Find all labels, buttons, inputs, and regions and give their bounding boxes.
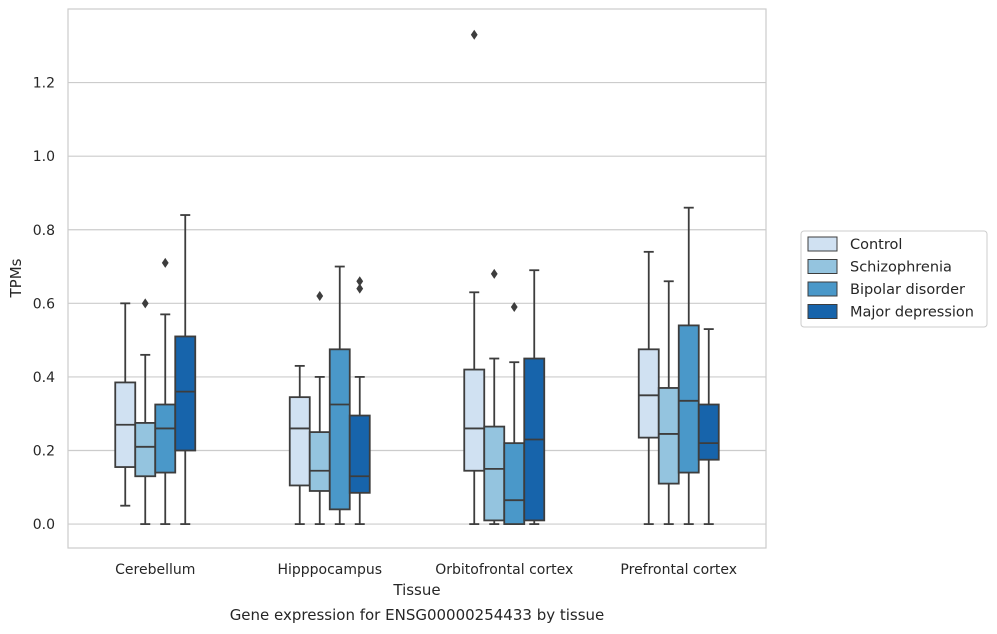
box-iqr <box>154 403 177 474</box>
box-iqr <box>697 403 720 461</box>
outlier-point <box>316 290 324 301</box>
y-tick-label: 0.6 <box>33 296 55 312</box>
box-control <box>463 29 486 525</box>
box-iqr <box>134 422 157 478</box>
outlier-point <box>490 268 498 279</box>
y-tick-label: 1.0 <box>33 149 55 165</box>
box-bipolar-disorder <box>677 206 700 525</box>
box-major-depression <box>523 269 546 525</box>
box-iqr <box>348 414 371 494</box>
x-tick-labels: Cerebellum Hipppocampus Orbitofrontal cort… <box>115 562 737 578</box>
legend-label: Bipolar disorder <box>850 282 965 298</box>
box-bipolar-disorder <box>503 302 526 525</box>
box-plots <box>114 29 720 525</box>
box-iqr <box>483 425 506 522</box>
legend: Control Schizophrenia Bipolar disorder Majo… <box>800 230 988 328</box>
box-major-depression <box>348 276 371 525</box>
legend-swatch <box>807 236 838 252</box>
y-tick-label: 0.2 <box>33 444 55 460</box>
box-control <box>288 364 311 525</box>
box-control <box>637 250 660 525</box>
legend-swatch <box>807 259 838 274</box>
box-iqr <box>677 324 700 474</box>
legend-swatch <box>807 281 838 297</box>
plot-frame <box>67 8 767 549</box>
box-schizophrenia <box>657 280 680 525</box>
box-iqr <box>174 335 197 452</box>
x-tick-label: Hipppocampus <box>277 562 382 578</box>
box-iqr <box>308 431 331 492</box>
x-tick-label: Orbitofrontal cortex <box>435 562 573 578</box>
x-axis-label: Tissue <box>392 581 440 599</box>
box-schizophrenia <box>308 290 331 525</box>
box-iqr <box>637 348 660 439</box>
y-tick-label: 0.0 <box>33 517 55 533</box>
y-tick-label: 1.2 <box>33 76 55 92</box>
y-tick-label: 0.8 <box>33 223 55 239</box>
y-tick-label: 0.4 <box>33 370 55 386</box>
legend-label: Major depression <box>850 305 974 321</box>
figure-caption: Gene expression for ENSG00000254433 by t… <box>229 606 605 624</box>
legend-frame <box>800 230 988 328</box>
box-iqr <box>463 368 486 472</box>
outlier-point <box>161 257 169 268</box>
outlier-point <box>356 276 364 287</box>
box-major-depression <box>697 328 720 525</box>
x-tick-label: Prefrontal cortex <box>620 562 737 578</box>
outlier-point <box>510 302 518 313</box>
y-tick-labels: 0.0 0.2 0.4 0.6 0.8 1.0 1.2 <box>33 76 55 534</box>
box-bipolar-disorder <box>328 265 351 525</box>
box-iqr <box>288 396 311 487</box>
x-tick-label: Cerebellum <box>115 562 195 578</box>
outlier-point <box>141 298 149 309</box>
box-schizophrenia <box>134 298 157 525</box>
box-major-depression <box>174 214 197 525</box>
box-control <box>114 302 137 507</box>
box-schizophrenia <box>483 268 506 525</box>
box-iqr <box>503 442 526 525</box>
outlier-point <box>470 29 478 40</box>
legend-swatch <box>807 304 838 319</box>
box-iqr <box>328 348 351 511</box>
legend-label: Schizophrenia <box>850 260 952 276</box>
legend-label: Control <box>850 237 902 253</box>
box-iqr <box>657 387 680 485</box>
outlier-point <box>356 283 364 294</box>
box-bipolar-disorder <box>154 257 177 525</box>
y-axis-label: TPMs <box>7 258 25 298</box>
